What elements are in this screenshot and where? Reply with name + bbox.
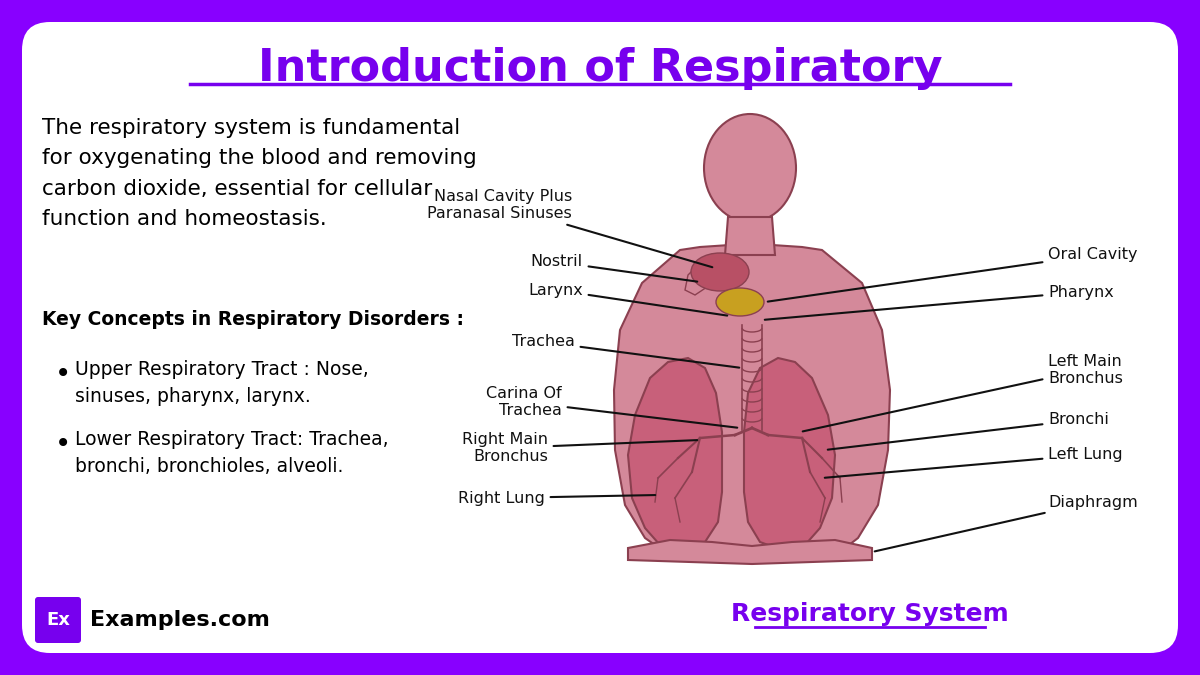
Text: Left Main
Bronchus: Left Main Bronchus [803, 354, 1123, 431]
Text: Diaphragm: Diaphragm [875, 495, 1138, 551]
Text: •: • [55, 430, 71, 458]
Text: Bronchi: Bronchi [828, 412, 1109, 450]
Text: Larynx: Larynx [528, 283, 727, 316]
Text: Examples.com: Examples.com [90, 610, 270, 630]
Text: Carina Of
Trachea: Carina Of Trachea [486, 386, 737, 428]
Polygon shape [628, 358, 722, 550]
FancyBboxPatch shape [22, 22, 1178, 653]
FancyBboxPatch shape [35, 597, 82, 643]
Text: Oral Cavity: Oral Cavity [768, 248, 1138, 302]
Text: Ex: Ex [46, 611, 70, 629]
Polygon shape [744, 358, 835, 550]
Text: Lower Respiratory Tract: Trachea,
bronchi, bronchioles, alveoli.: Lower Respiratory Tract: Trachea, bronch… [74, 430, 389, 475]
Text: Upper Respiratory Tract : Nose,
sinuses, pharynx, larynx.: Upper Respiratory Tract : Nose, sinuses,… [74, 360, 368, 406]
Text: •: • [55, 360, 71, 388]
Ellipse shape [716, 288, 764, 316]
Polygon shape [628, 540, 872, 564]
Text: Pharynx: Pharynx [764, 284, 1114, 320]
Text: Right Lung: Right Lung [458, 491, 655, 506]
Polygon shape [614, 244, 890, 558]
Ellipse shape [691, 253, 749, 291]
Ellipse shape [704, 114, 796, 222]
Text: Nasal Cavity Plus
Paranasal Sinuses: Nasal Cavity Plus Paranasal Sinuses [427, 189, 713, 267]
Text: Respiratory System: Respiratory System [731, 602, 1009, 626]
Polygon shape [725, 217, 775, 255]
Text: Nostril: Nostril [530, 254, 697, 281]
Text: The respiratory system is fundamental
for oxygenating the blood and removing
car: The respiratory system is fundamental fo… [42, 118, 476, 230]
Text: Right Main
Bronchus: Right Main Bronchus [462, 432, 697, 464]
Text: Key Concepts in Respiratory Disorders :: Key Concepts in Respiratory Disorders : [42, 310, 464, 329]
Polygon shape [685, 265, 710, 295]
Text: Trachea: Trachea [512, 335, 739, 368]
Text: Introduction of Respiratory: Introduction of Respiratory [258, 47, 942, 90]
Text: Left Lung: Left Lung [824, 448, 1123, 478]
